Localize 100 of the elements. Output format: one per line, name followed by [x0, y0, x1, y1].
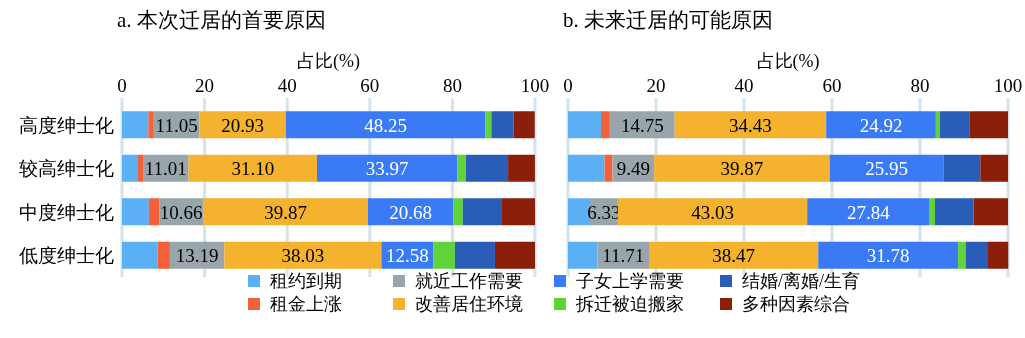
data-label: 10.66 [159, 201, 203, 223]
bar [654, 154, 830, 182]
x-tick-label: 20 [195, 75, 215, 96]
legend-label: 租金上涨 [270, 294, 342, 314]
x-tick-label: 80 [910, 75, 930, 96]
data-label: 11.01 [144, 158, 187, 180]
bar [491, 111, 514, 139]
data-label: 39.87 [720, 158, 764, 180]
x-tick-label: 80 [442, 75, 462, 96]
x-tick-label: 0 [563, 75, 573, 96]
bar [148, 111, 154, 139]
bar [453, 198, 463, 226]
bar [929, 198, 935, 226]
bar [934, 198, 974, 226]
bar [601, 111, 610, 139]
data-label: 43.03 [691, 201, 734, 223]
bar [965, 241, 988, 269]
data-label: 11.71 [602, 245, 645, 267]
legend-label: 结婚/离婚/生育 [742, 271, 861, 291]
bar [568, 241, 598, 269]
bar [122, 241, 158, 269]
x-tick-label: 100 [993, 75, 1023, 96]
x-tick-label: 100 [520, 75, 550, 96]
x-axis-title: 占比(%) [297, 51, 360, 72]
data-label: 38.47 [712, 245, 756, 267]
x-axis-title: 占比(%) [756, 51, 820, 72]
bar [137, 154, 144, 182]
data-label: 25.95 [865, 158, 909, 180]
data-label: 13.19 [175, 245, 219, 267]
y-tick-label: 高度绅士化 [19, 114, 114, 136]
data-label: 31.78 [866, 245, 910, 267]
x-tick-label: 40 [734, 75, 754, 96]
data-label: 39.87 [264, 201, 307, 223]
legend-label: 租约到期 [270, 271, 342, 291]
data-label: 34.43 [729, 114, 772, 136]
legend-label: 拆迁被迫搬家 [575, 294, 684, 314]
bar [826, 111, 936, 139]
bar [807, 198, 930, 226]
bar [568, 154, 605, 182]
data-label: 20.68 [389, 201, 432, 223]
data-label: 11.05 [155, 114, 198, 136]
y-tick-label: 较高绅士化 [19, 158, 114, 180]
y-tick-label: 中度绅士化 [19, 201, 114, 223]
bar [462, 198, 502, 226]
data-label: 31.10 [231, 158, 275, 180]
legend-label: 多种因素综合 [742, 294, 850, 314]
data-label: 14.75 [620, 114, 664, 136]
data-label: 9.49 [616, 158, 650, 180]
bar [935, 111, 940, 139]
bar [617, 198, 808, 226]
bar [485, 111, 492, 139]
x-tick-label: 0 [117, 75, 127, 96]
bar [980, 154, 1009, 182]
bar [224, 241, 382, 269]
bar [203, 198, 368, 226]
chart-title: b. 未来迁居的可能原因 [563, 8, 773, 32]
bar [122, 154, 138, 182]
bar [148, 198, 160, 226]
legend-label: 子女上学需要 [576, 271, 684, 291]
bar [649, 241, 819, 269]
bar [969, 111, 1008, 139]
legend-label: 改善居住环境 [415, 294, 523, 314]
data-label: 33.97 [365, 158, 409, 180]
data-label: 38.03 [281, 245, 325, 267]
x-tick-label: 60 [360, 75, 380, 96]
bar [973, 198, 1008, 226]
bar [454, 241, 495, 269]
data-label: 24.92 [859, 114, 903, 136]
bar [943, 154, 981, 182]
legend-label: 就近工作需要 [415, 271, 523, 291]
bar [285, 111, 486, 139]
bar [465, 154, 509, 182]
data-label: 12.58 [386, 245, 429, 267]
bar [829, 154, 944, 182]
chart-title: a. 本次迁居的首要原因 [117, 8, 326, 32]
x-tick-label: 40 [277, 75, 297, 96]
bar [674, 111, 827, 139]
bar [122, 111, 149, 139]
bar [987, 241, 1009, 269]
bar [433, 241, 455, 269]
bar [508, 154, 535, 182]
bar [568, 111, 601, 139]
bar [457, 154, 466, 182]
x-tick-label: 20 [646, 75, 666, 96]
bar [958, 241, 966, 269]
bar [818, 241, 959, 269]
bar [188, 154, 317, 182]
bar [513, 111, 535, 139]
data-label: 20.93 [221, 114, 265, 136]
bar [157, 241, 170, 269]
bar [316, 154, 458, 182]
y-tick-label: 低度绅士化 [19, 245, 114, 267]
data-label: 48.25 [364, 114, 407, 136]
bar [568, 198, 590, 226]
bar [939, 111, 970, 139]
bar [501, 198, 536, 226]
data-label: 27.84 [847, 201, 891, 223]
x-tick-label: 60 [822, 75, 842, 96]
bar [122, 198, 149, 226]
bar [494, 241, 535, 269]
